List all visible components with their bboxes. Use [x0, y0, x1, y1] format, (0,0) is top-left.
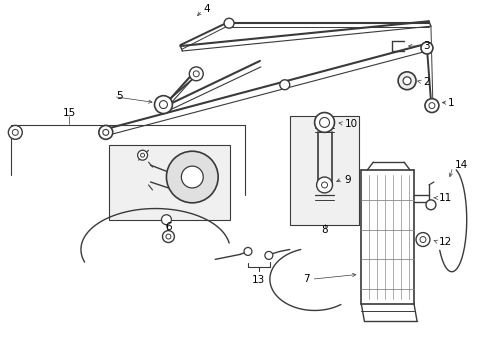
Text: 3: 3 [422, 41, 429, 51]
Circle shape [166, 151, 218, 203]
Circle shape [159, 100, 167, 109]
Circle shape [154, 96, 172, 113]
Text: 15: 15 [62, 108, 76, 117]
Circle shape [264, 251, 272, 260]
Text: 9: 9 [344, 175, 350, 185]
Text: 11: 11 [438, 193, 451, 203]
Circle shape [102, 129, 108, 135]
Circle shape [141, 153, 144, 157]
Text: 5: 5 [116, 91, 122, 101]
Text: 4: 4 [203, 4, 209, 14]
Circle shape [8, 125, 22, 139]
Circle shape [402, 77, 410, 85]
Bar [108, 145, 230, 220]
Circle shape [12, 129, 18, 135]
Circle shape [314, 113, 334, 132]
Circle shape [137, 150, 147, 160]
Text: 14: 14 [454, 160, 467, 170]
Text: 13: 13 [252, 275, 265, 285]
Circle shape [193, 71, 199, 77]
Text: 7: 7 [303, 274, 309, 284]
Circle shape [162, 231, 174, 243]
Circle shape [428, 103, 434, 109]
Circle shape [397, 72, 415, 90]
Circle shape [319, 117, 329, 127]
Text: 2: 2 [422, 77, 429, 87]
Circle shape [181, 166, 203, 188]
Text: 1: 1 [447, 98, 453, 108]
Circle shape [420, 42, 432, 54]
Circle shape [165, 234, 171, 239]
Circle shape [321, 182, 327, 188]
Text: 10: 10 [344, 120, 357, 130]
Circle shape [279, 80, 289, 90]
Circle shape [425, 200, 435, 210]
Circle shape [99, 125, 113, 139]
Text: 6: 6 [165, 222, 171, 231]
Text: 8: 8 [321, 225, 327, 235]
Circle shape [415, 233, 429, 247]
Text: 12: 12 [438, 237, 451, 247]
Circle shape [424, 99, 438, 113]
Circle shape [224, 18, 234, 28]
Circle shape [189, 67, 203, 81]
Circle shape [161, 215, 171, 225]
Circle shape [419, 237, 425, 243]
Circle shape [316, 177, 332, 193]
Bar [289, 116, 359, 225]
Circle shape [244, 247, 251, 255]
